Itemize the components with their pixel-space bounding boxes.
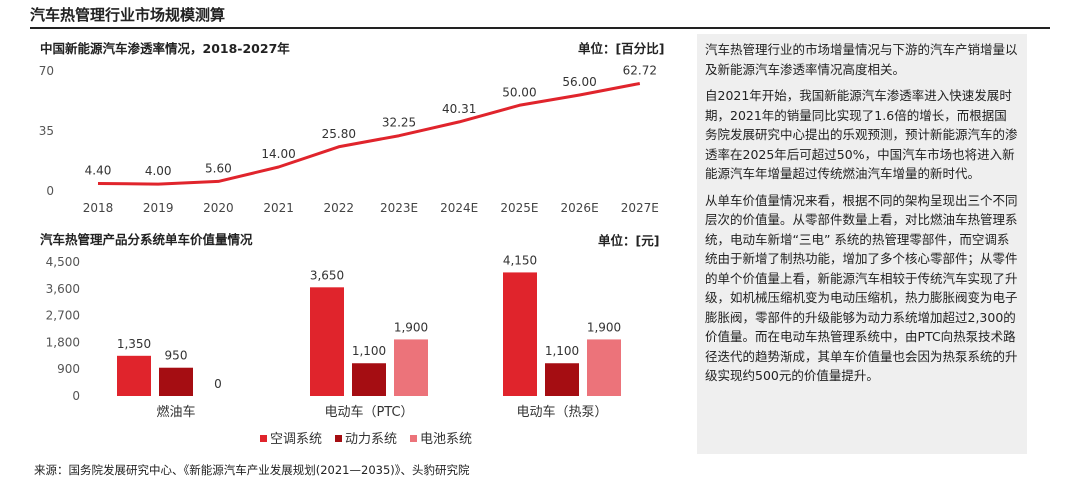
data-label: 1,100 — [545, 344, 579, 358]
y-tick-label: 2,700 — [46, 309, 80, 323]
bar-电池系统 — [587, 339, 621, 396]
data-label: 1,900 — [394, 320, 428, 334]
analysis-paragraph: 从单车价值量情况来看，根据不同的架构呈现出三个不同层次的价值量。从零部件数量上看… — [705, 192, 1018, 384]
analysis-paragraph: 汽车热管理行业的市场增量情况与下游的汽车产销增量以及新能源汽车渗透率情况高度相关… — [705, 42, 1018, 77]
x-tick-label: 2022 — [324, 201, 355, 215]
x-tick-label: 2021 — [263, 201, 294, 215]
category-label: 电动车（热泵） — [516, 404, 607, 420]
x-tick-label: 2025E — [500, 201, 538, 215]
data-label: 5.60 — [205, 161, 232, 175]
category-label: 燃油车 — [156, 404, 195, 420]
data-label: 3,650 — [310, 268, 344, 282]
bar-空调系统 — [503, 272, 537, 396]
y-tick-label: 0 — [72, 389, 80, 403]
y-tick-label: 1,800 — [46, 335, 80, 349]
x-tick-label: 2018 — [83, 201, 114, 215]
title-divider — [30, 27, 1050, 29]
legend-label: 空调系统 — [270, 432, 322, 447]
data-label: 25.80 — [322, 127, 356, 141]
data-label: 950 — [165, 349, 188, 363]
legend-swatch — [335, 435, 342, 442]
x-tick-label: 2024E — [440, 201, 478, 215]
y-tick-label: 900 — [57, 362, 80, 376]
penetration-rate-line — [97, 82, 641, 186]
y-tick-label: 4,500 — [46, 255, 80, 269]
y-tick-label: 0 — [46, 184, 54, 198]
x-tick-label: 2026E — [561, 201, 599, 215]
bar-空调系统 — [310, 287, 344, 396]
data-label: 1,900 — [587, 320, 621, 334]
bar-chart-unit: 单位：[元] — [598, 233, 660, 248]
line-chart-title: 中国新能源汽车渗透率情况，2018-2027年 — [40, 41, 290, 56]
data-label: 0 — [214, 377, 222, 391]
legend-swatch — [410, 435, 417, 442]
bar-空调系统 — [117, 355, 151, 396]
data-label: 50.00 — [502, 85, 536, 99]
x-tick-label: 2019 — [143, 201, 174, 215]
data-label: 4.00 — [145, 164, 172, 178]
bar-chart-title: 汽车热管理产品分系统单车价值量情况 — [40, 232, 253, 247]
page-title: 汽车热管理行业市场规模测算 — [30, 6, 226, 24]
bar-chart: 0 900 1,800 2,700 3,600 4,500 1,350 950 0 燃油车 3,65… — [46, 253, 622, 447]
line-chart: 0 35 70 4.40 4.00 5.60 14.00 25.80 32.25 40.31 50.… — [39, 63, 659, 215]
data-label: 4.40 — [85, 163, 112, 177]
data-label: 1,100 — [352, 344, 386, 358]
source-note: 来源：国务院发展研究中心、《新能源汽车产业发展规划(2021—2035)》、头豹… — [34, 463, 470, 477]
data-label: 62.72 — [623, 63, 657, 77]
data-label: 14.00 — [261, 147, 295, 161]
analysis-text-panel: 汽车热管理行业的市场增量情况与下游的汽车产销增量以及新能源汽车渗透率情况高度相关… — [697, 34, 1027, 454]
legend-swatch — [260, 435, 267, 442]
bar-动力系统 — [352, 363, 386, 396]
category-label: 电动车（PTC） — [324, 404, 413, 420]
y-tick-label: 3,600 — [46, 282, 80, 296]
x-tick-label: 2020 — [203, 201, 234, 215]
data-label: 4,150 — [503, 253, 537, 267]
data-label: 40.31 — [442, 102, 476, 116]
y-tick-label: 35 — [39, 124, 54, 138]
bar-动力系统 — [545, 363, 579, 396]
bar-动力系统 — [159, 367, 193, 396]
legend-label: 动力系统 — [345, 432, 397, 447]
data-label: 32.25 — [382, 116, 416, 130]
x-tick-label: 2027E — [621, 201, 659, 215]
analysis-paragraph: 自2021年开始，我国新能源汽车渗透率进入快速发展时期，2021年的销量同比实现… — [705, 88, 1018, 181]
legend-label: 电池系统 — [420, 432, 472, 447]
data-label: 1,350 — [117, 337, 151, 351]
y-tick-label: 70 — [39, 64, 54, 78]
data-label: 56.00 — [562, 75, 596, 89]
line-chart-unit: 单位：[百分比] — [578, 41, 665, 56]
x-tick-label: 2023E — [380, 201, 418, 215]
bar-电池系统 — [394, 339, 428, 396]
